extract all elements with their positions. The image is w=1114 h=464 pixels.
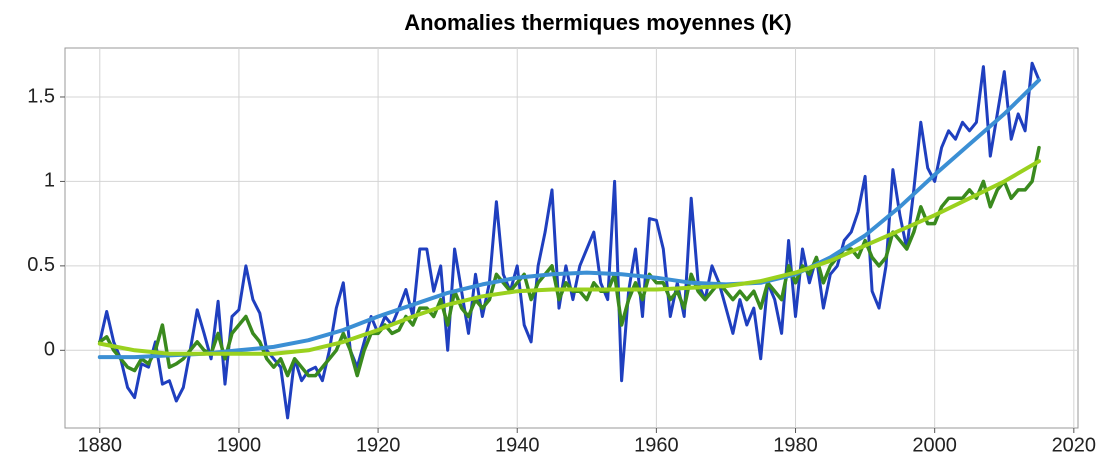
data-line	[97, 159, 1041, 356]
data-line	[98, 61, 1041, 420]
y-tick-label: 1	[44, 170, 55, 192]
x-tick-label: 1920	[356, 434, 401, 456]
chart-title: Anomalies thermiques moyennes (K)	[404, 10, 792, 35]
y-tick-label: 0.5	[27, 254, 55, 276]
data-line	[97, 78, 1041, 360]
x-tick-label: 1980	[773, 434, 818, 456]
data-line	[98, 145, 1041, 378]
x-tick-label: 1960	[634, 434, 679, 456]
y-tick-label: 1.5	[27, 85, 55, 107]
x-tick-label: 1880	[78, 434, 123, 456]
x-tick-label: 1900	[217, 434, 262, 456]
y-tick-label: 0	[44, 339, 55, 361]
x-tick-label: 1940	[495, 434, 540, 456]
plot-frame	[64, 47, 1079, 429]
x-tick-label: 2000	[912, 434, 957, 456]
x-tick-label: 2020	[1052, 434, 1097, 456]
